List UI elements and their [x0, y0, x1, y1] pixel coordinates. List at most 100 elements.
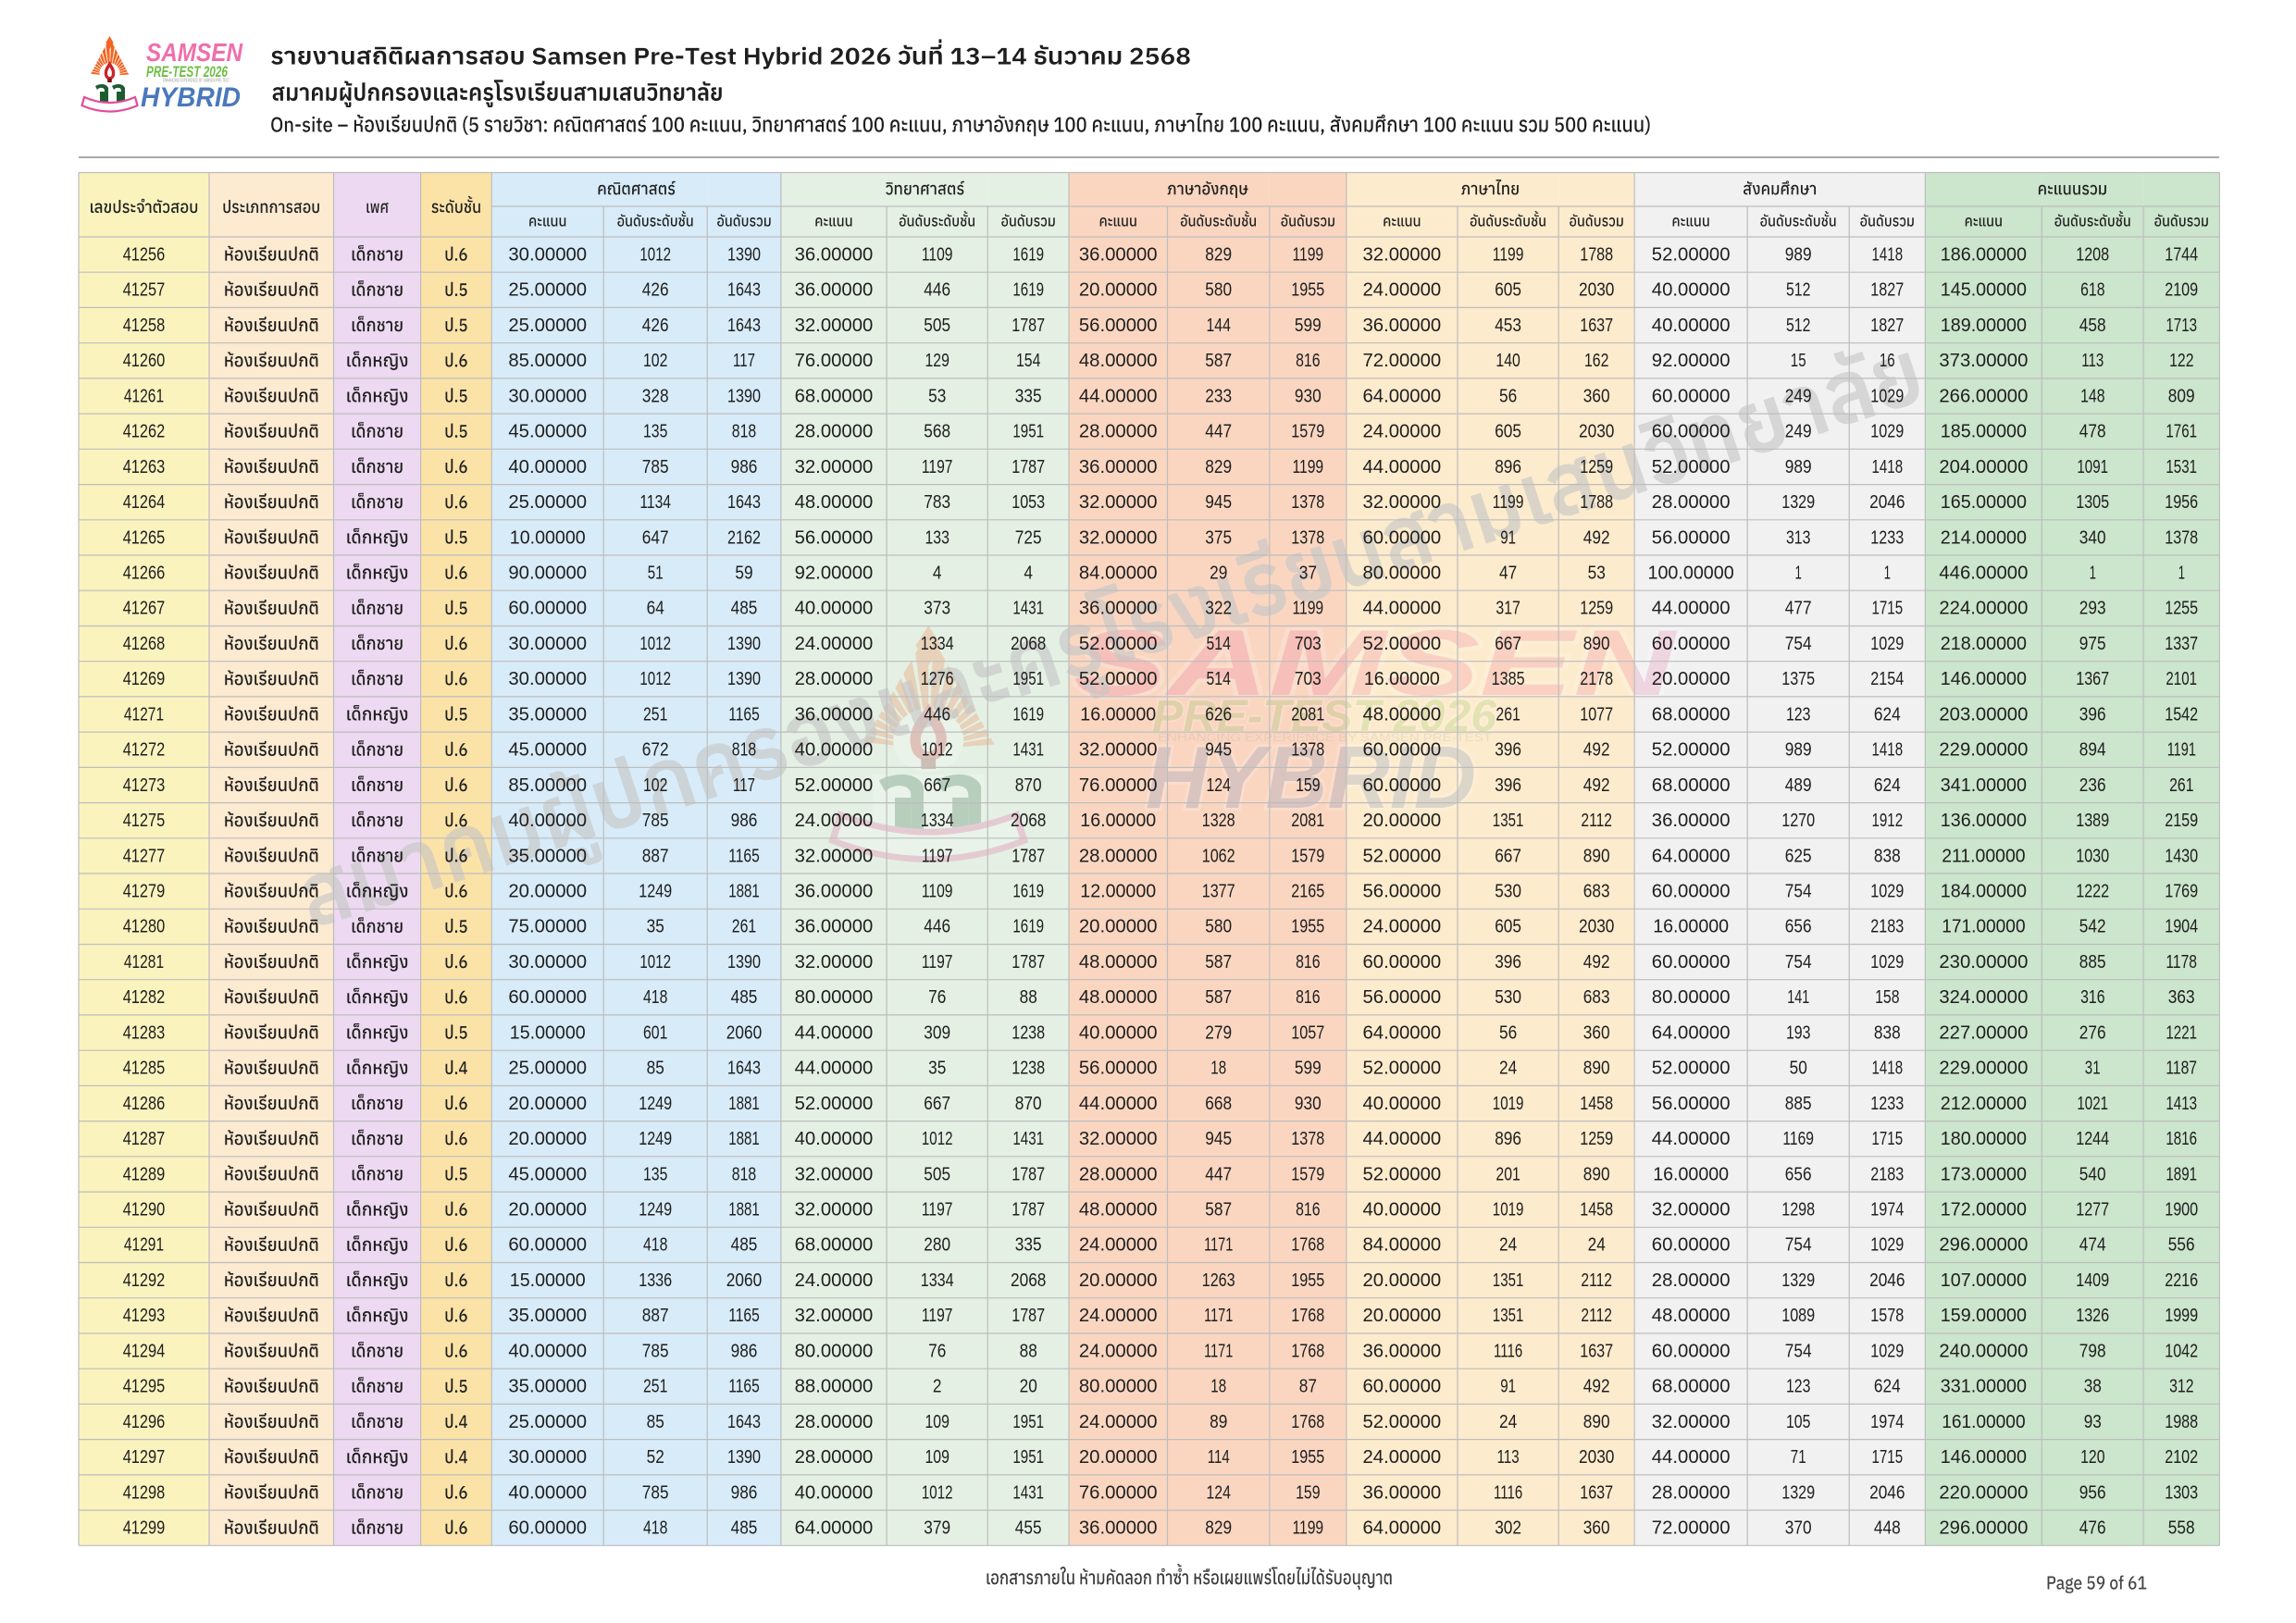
svg-text:514: 514 — [1207, 634, 1231, 654]
svg-text:64: 64 — [647, 599, 664, 619]
svg-text:28.00000: 28.00000 — [795, 1411, 874, 1432]
svg-text:492: 492 — [1583, 740, 1610, 761]
svg-text:48.00000: 48.00000 — [1363, 703, 1442, 725]
svg-text:24.00000: 24.00000 — [1079, 1340, 1158, 1361]
svg-text:1881: 1881 — [728, 1094, 760, 1114]
svg-text:2030: 2030 — [1579, 917, 1614, 937]
svg-text:1029: 1029 — [1870, 952, 1904, 973]
svg-text:60.00000: 60.00000 — [1363, 951, 1442, 973]
svg-text:1390: 1390 — [727, 1447, 761, 1468]
svg-text:379: 379 — [924, 1518, 950, 1539]
svg-text:10.00000: 10.00000 — [510, 527, 586, 548]
svg-text:667: 667 — [924, 1094, 950, 1114]
svg-text:1431: 1431 — [1012, 1482, 1044, 1503]
svg-text:76.00000: 76.00000 — [1079, 1481, 1158, 1503]
svg-text:88: 88 — [1020, 1341, 1037, 1361]
svg-text:60.00000: 60.00000 — [1652, 881, 1731, 902]
svg-text:24.00000: 24.00000 — [795, 810, 874, 831]
svg-text:1787: 1787 — [1011, 1200, 1045, 1220]
svg-text:35.00000: 35.00000 — [508, 703, 587, 725]
svg-text:41297: 41297 — [123, 1447, 166, 1468]
svg-text:683: 683 — [1583, 882, 1610, 902]
svg-text:28.00000: 28.00000 — [795, 668, 874, 689]
svg-text:38: 38 — [2084, 1377, 2102, 1397]
svg-text:317: 317 — [1496, 599, 1520, 619]
svg-text:32.00000: 32.00000 — [1652, 1199, 1731, 1220]
svg-text:1378: 1378 — [1291, 1129, 1324, 1149]
svg-text:668: 668 — [1205, 1094, 1232, 1114]
svg-text:85: 85 — [647, 1412, 664, 1432]
svg-text:489: 489 — [1785, 775, 1812, 796]
svg-text:186.00000: 186.00000 — [1941, 244, 2027, 266]
svg-text:1089: 1089 — [1781, 1306, 1815, 1326]
svg-text:313: 313 — [1786, 527, 1810, 548]
svg-text:2046: 2046 — [1869, 1270, 1905, 1291]
svg-text:1276: 1276 — [921, 669, 954, 689]
svg-text:1768: 1768 — [1291, 1412, 1324, 1432]
svg-text:227.00000: 227.00000 — [1939, 1022, 2028, 1043]
svg-text:41257: 41257 — [123, 280, 166, 301]
svg-text:76: 76 — [928, 1341, 946, 1361]
svg-text:16.00000: 16.00000 — [1653, 1163, 1729, 1184]
svg-text:890: 890 — [1583, 846, 1610, 866]
svg-text:85: 85 — [647, 1059, 664, 1079]
svg-text:32.00000: 32.00000 — [795, 1305, 874, 1326]
svg-text:1057: 1057 — [1291, 1022, 1324, 1043]
svg-text:48.00000: 48.00000 — [1079, 986, 1158, 1008]
svg-text:76.00000: 76.00000 — [1079, 774, 1158, 796]
svg-text:41293: 41293 — [123, 1306, 166, 1326]
svg-text:117: 117 — [733, 351, 755, 371]
svg-text:40.00000: 40.00000 — [795, 1481, 874, 1503]
svg-text:85.00000: 85.00000 — [508, 774, 587, 796]
svg-text:41298: 41298 — [123, 1482, 166, 1503]
svg-text:40.00000: 40.00000 — [508, 1340, 587, 1361]
svg-text:41277: 41277 — [123, 846, 166, 866]
svg-text:76.00000: 76.00000 — [795, 350, 874, 371]
svg-text:1418: 1418 — [1872, 740, 1904, 761]
svg-text:136.00000: 136.00000 — [1941, 810, 2027, 831]
svg-text:1249: 1249 — [639, 1094, 672, 1114]
svg-text:PRE-TEST 2026: PRE-TEST 2026 — [1152, 692, 1496, 741]
svg-text:24.00000: 24.00000 — [1363, 421, 1442, 442]
svg-text:56.00000: 56.00000 — [795, 527, 874, 548]
svg-text:36.00000: 36.00000 — [1363, 1481, 1442, 1503]
svg-text:SAMSEN: SAMSEN — [146, 38, 243, 67]
svg-text:363: 363 — [2168, 987, 2195, 1008]
svg-text:32.00000: 32.00000 — [795, 1163, 874, 1184]
svg-text:1951: 1951 — [1012, 1412, 1044, 1432]
svg-text:35: 35 — [647, 917, 664, 937]
svg-text:809: 809 — [2168, 386, 2195, 406]
svg-text:28.00000: 28.00000 — [1079, 845, 1158, 866]
svg-text:161.00000: 161.00000 — [1942, 1411, 2025, 1432]
svg-text:446: 446 — [924, 280, 950, 301]
svg-text:725: 725 — [1015, 527, 1042, 548]
svg-text:59: 59 — [735, 564, 752, 584]
svg-text:36.00000: 36.00000 — [795, 916, 874, 937]
svg-text:60.00000: 60.00000 — [508, 598, 587, 619]
svg-text:114: 114 — [1208, 1447, 1230, 1468]
svg-text:36.00000: 36.00000 — [795, 244, 874, 266]
svg-text:20.00000: 20.00000 — [1363, 1305, 1442, 1326]
svg-text:189.00000: 189.00000 — [1941, 315, 2027, 336]
svg-text:530: 530 — [1495, 882, 1521, 902]
svg-text:1021: 1021 — [2077, 1094, 2108, 1114]
svg-text:568: 568 — [924, 422, 950, 442]
svg-text:1199: 1199 — [1493, 245, 1524, 266]
svg-text:64.00000: 64.00000 — [1363, 1518, 1442, 1539]
svg-text:28.00000: 28.00000 — [1079, 421, 1158, 442]
svg-text:335: 335 — [1015, 386, 1042, 406]
svg-text:1012: 1012 — [639, 952, 671, 973]
svg-text:605: 605 — [1495, 422, 1521, 442]
svg-text:122: 122 — [2169, 351, 2193, 371]
svg-text:32.00000: 32.00000 — [795, 315, 874, 336]
svg-text:35.00000: 35.00000 — [508, 1305, 587, 1326]
svg-text:20.00000: 20.00000 — [508, 881, 587, 902]
svg-text:4: 4 — [1024, 564, 1033, 584]
svg-text:601: 601 — [643, 1022, 667, 1043]
svg-text:1329: 1329 — [1781, 1270, 1815, 1291]
svg-text:44.00000: 44.00000 — [1363, 598, 1442, 619]
svg-text:68.00000: 68.00000 — [795, 1234, 874, 1256]
svg-text:1768: 1768 — [1291, 1306, 1324, 1326]
svg-text:162: 162 — [1584, 351, 1608, 371]
svg-text:1390: 1390 — [727, 245, 761, 266]
